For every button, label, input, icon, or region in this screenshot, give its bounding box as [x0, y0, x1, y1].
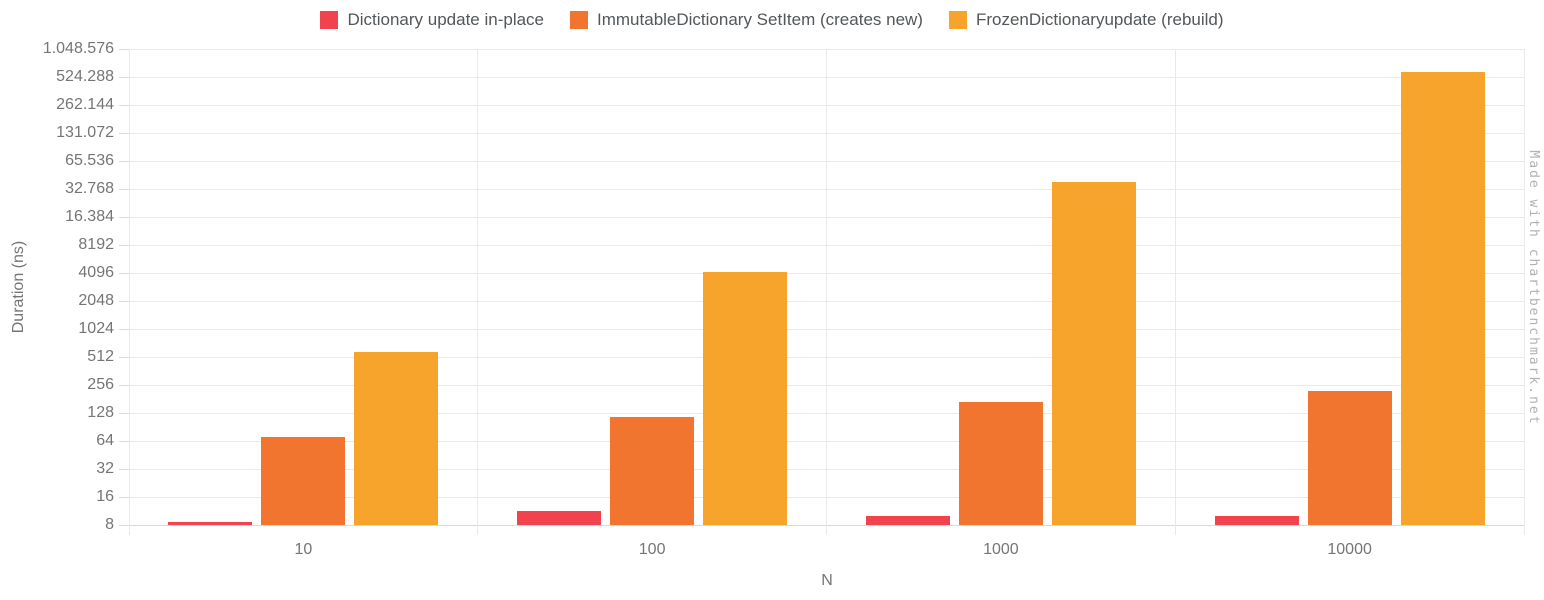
- bar: [1051, 181, 1136, 525]
- legend-swatch: [320, 11, 339, 29]
- y-tick: [119, 356, 129, 358]
- legend-item-immutabledictionary-setitem[interactable]: ImmutableDictionary SetItem (creates new…: [570, 10, 923, 30]
- y-tick: [119, 48, 129, 50]
- y-tick: [119, 328, 129, 330]
- bar: [865, 516, 950, 525]
- y-tick: [119, 76, 129, 78]
- y-tick: [119, 384, 129, 386]
- y-tick-label: 65.536: [65, 152, 114, 169]
- x-gridline: [1523, 49, 1525, 535]
- legend-label: FrozenDictionaryupdate (rebuild): [975, 10, 1224, 29]
- y-tick: [119, 300, 129, 302]
- y-tick-label: 8: [105, 516, 114, 533]
- bar: [517, 510, 602, 525]
- y-tick: [119, 468, 129, 470]
- bar: [1214, 515, 1299, 525]
- legend-swatch: [570, 11, 589, 29]
- y-tick: [119, 104, 129, 106]
- y-tick-label: 4096: [78, 264, 114, 281]
- y-tick-label: 131.072: [56, 124, 114, 141]
- y-tick: [119, 524, 129, 526]
- y-tick-label: 64: [96, 432, 114, 449]
- y-tick: [119, 244, 129, 246]
- y-tick-label: 1024: [78, 320, 114, 337]
- y-tick-label: 128: [87, 404, 114, 421]
- y-tick: [119, 188, 129, 190]
- y-tick: [119, 496, 129, 498]
- bar: [354, 352, 439, 525]
- watermark: Made with chartbenchmark.net: [1526, 150, 1541, 426]
- y-tick-label: 524.288: [56, 68, 114, 85]
- x-gridline: [826, 49, 827, 535]
- x-gridline: [1174, 49, 1176, 535]
- legend: Dictionary update in-place ImmutableDict…: [0, 10, 1544, 30]
- bar: [1307, 391, 1392, 525]
- legend-swatch: [948, 11, 967, 29]
- legend-item-frozendictionary-update[interactable]: FrozenDictionaryupdate (rebuild): [948, 10, 1224, 30]
- y-tick-label: 1.048.576: [42, 40, 114, 57]
- y-tick: [119, 160, 129, 162]
- x-gridline: [128, 49, 130, 535]
- y-tick-label: 512: [87, 348, 114, 365]
- y-axis-title: Duration (ns): [10, 240, 27, 334]
- y-tick-label: 16.384: [65, 208, 114, 225]
- y-tick-label: 16: [96, 488, 114, 505]
- x-tick-label: 10: [294, 541, 313, 558]
- bar: [168, 522, 253, 525]
- x-tick-label: 100: [638, 541, 666, 558]
- x-tick-label: 1000: [983, 541, 1019, 558]
- x-axis-title: N: [821, 572, 833, 589]
- bar: [1400, 71, 1485, 525]
- x-gridline: [477, 49, 479, 535]
- y-tick-label: 8192: [78, 236, 114, 253]
- y-tick: [119, 412, 129, 414]
- x-tick-label: 10000: [1327, 541, 1372, 558]
- y-tick-label: 262.144: [56, 96, 114, 113]
- y-tick-label: 256: [87, 376, 114, 393]
- legend-label: ImmutableDictionary SetItem (creates new…: [597, 10, 923, 29]
- y-tick: [119, 216, 129, 218]
- bar: [261, 437, 346, 525]
- y-tick: [119, 440, 129, 442]
- y-tick-label: 32.768: [65, 180, 114, 197]
- bar: [610, 416, 695, 525]
- y-tick: [119, 132, 129, 134]
- legend-label: Dictionary update in-place: [347, 10, 545, 29]
- y-tick: [119, 272, 129, 274]
- y-tick-label: 32: [96, 460, 114, 477]
- bar: [703, 272, 788, 525]
- legend-item-dictionary-update[interactable]: Dictionary update in-place: [320, 10, 544, 30]
- bar: [958, 402, 1043, 525]
- y-tick-label: 2048: [78, 292, 114, 309]
